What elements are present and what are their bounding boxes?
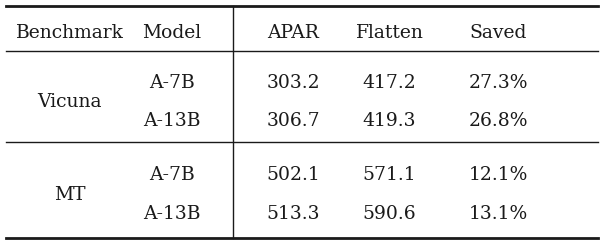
Text: A-7B: A-7B xyxy=(149,166,195,184)
Text: A-13B: A-13B xyxy=(143,205,201,223)
Text: 306.7: 306.7 xyxy=(266,112,320,130)
Text: 502.1: 502.1 xyxy=(266,166,320,184)
Text: APAR: APAR xyxy=(267,24,319,42)
Text: 303.2: 303.2 xyxy=(266,75,320,92)
Text: 419.3: 419.3 xyxy=(363,112,416,130)
Text: Saved: Saved xyxy=(470,24,527,42)
Text: A-7B: A-7B xyxy=(149,75,195,92)
Text: 27.3%: 27.3% xyxy=(469,75,528,92)
Text: 12.1%: 12.1% xyxy=(469,166,528,184)
Text: MT: MT xyxy=(54,186,85,204)
Text: 590.6: 590.6 xyxy=(363,205,416,223)
Text: Flatten: Flatten xyxy=(356,24,423,42)
Text: Benchmark: Benchmark xyxy=(16,24,123,42)
Text: 417.2: 417.2 xyxy=(363,75,416,92)
Text: 513.3: 513.3 xyxy=(266,205,320,223)
Text: A-13B: A-13B xyxy=(143,112,201,130)
Text: 571.1: 571.1 xyxy=(363,166,416,184)
Text: 13.1%: 13.1% xyxy=(469,205,528,223)
Text: Model: Model xyxy=(143,24,202,42)
Text: Vicuna: Vicuna xyxy=(37,93,101,111)
Text: 26.8%: 26.8% xyxy=(469,112,528,130)
